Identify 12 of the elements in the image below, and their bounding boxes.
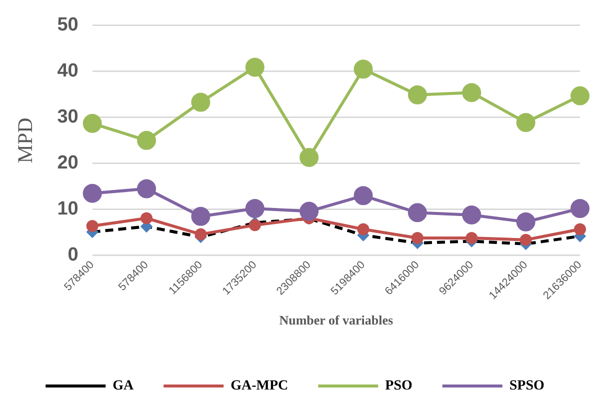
y-axis-title: MPD xyxy=(13,118,38,164)
legend-label: GA xyxy=(112,378,134,394)
legend-label: SPSO xyxy=(509,378,544,394)
legend-label: GA-MPC xyxy=(230,378,288,394)
y-tick-label: 10 xyxy=(57,198,78,220)
y-tick-label: 0 xyxy=(68,244,78,266)
legend-label: PSO xyxy=(385,378,412,394)
x-axis-title: Number of variables xyxy=(279,312,394,328)
y-tick-label: 50 xyxy=(57,14,78,36)
y-tick-label: 20 xyxy=(57,152,78,174)
y-tick-label: 30 xyxy=(57,106,78,128)
y-tick-label: 40 xyxy=(57,60,78,82)
